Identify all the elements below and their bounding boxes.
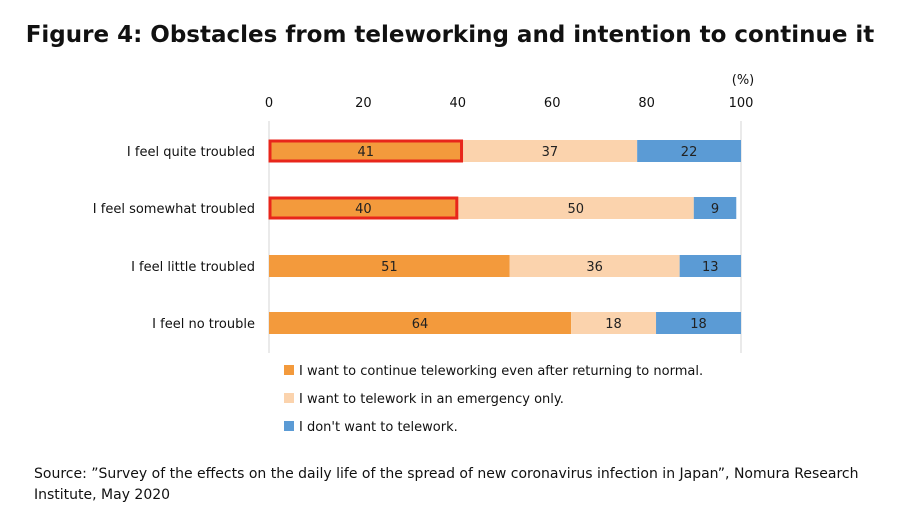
- legend-swatch: [284, 393, 294, 403]
- x-tick-label: 0: [265, 96, 273, 111]
- bar-segment: [571, 312, 657, 334]
- x-tick-label: 20: [355, 96, 372, 111]
- source-note: Source: ”Survey of the effects on the da…: [34, 466, 859, 503]
- x-tick-label: 80: [638, 96, 655, 111]
- data-label: 22: [681, 145, 698, 160]
- bar-segment: [269, 312, 572, 334]
- data-label: 40: [355, 202, 372, 217]
- bar-segment: [269, 197, 458, 219]
- bar-segment: [269, 255, 510, 277]
- chart-title: Figure 4: Obstacles from teleworking and…: [25, 22, 875, 48]
- data-label: 50: [568, 202, 585, 217]
- category-label: I feel no trouble: [152, 317, 255, 332]
- highlight-box: [268, 196, 459, 220]
- legend-label: I want to telework in an emergency only.: [299, 392, 564, 407]
- legend-label: I don't want to telework.: [299, 420, 458, 435]
- data-label: 18: [605, 317, 622, 332]
- x-tick-label: 100: [729, 96, 754, 111]
- legend-label: I want to continue teleworking even afte…: [299, 364, 703, 379]
- stacked-bar-chart: (%) 0 20 40 60 80 100 I feel quite troubled 41 37…: [93, 73, 755, 435]
- bar-segment: [462, 140, 638, 162]
- data-label: 37: [542, 145, 559, 160]
- category-label: I feel little troubled: [131, 260, 255, 275]
- bar-segment: [693, 197, 737, 219]
- legend-swatch: [284, 365, 294, 375]
- data-label: 64: [412, 317, 429, 332]
- data-label: 18: [690, 317, 707, 332]
- bar-segment: [656, 312, 741, 334]
- bar-segment: [637, 140, 741, 162]
- highlight-box: [268, 139, 464, 163]
- bar-segment: [509, 255, 680, 277]
- data-label: 41: [357, 145, 374, 160]
- data-label: 51: [381, 260, 398, 275]
- bar-segment: [457, 197, 694, 219]
- category-label: I feel quite troubled: [127, 145, 255, 160]
- bar-segment: [679, 255, 741, 277]
- legend-swatch: [284, 421, 294, 431]
- x-tick-label: 60: [544, 96, 561, 111]
- data-label: 36: [586, 260, 603, 275]
- category-label: I feel somewhat troubled: [93, 202, 255, 217]
- x-tick-label: 40: [450, 96, 467, 111]
- unit-label: (%): [732, 73, 755, 88]
- data-label: 13: [702, 260, 719, 275]
- bar-segment: [269, 140, 463, 162]
- data-label: 9: [711, 202, 719, 217]
